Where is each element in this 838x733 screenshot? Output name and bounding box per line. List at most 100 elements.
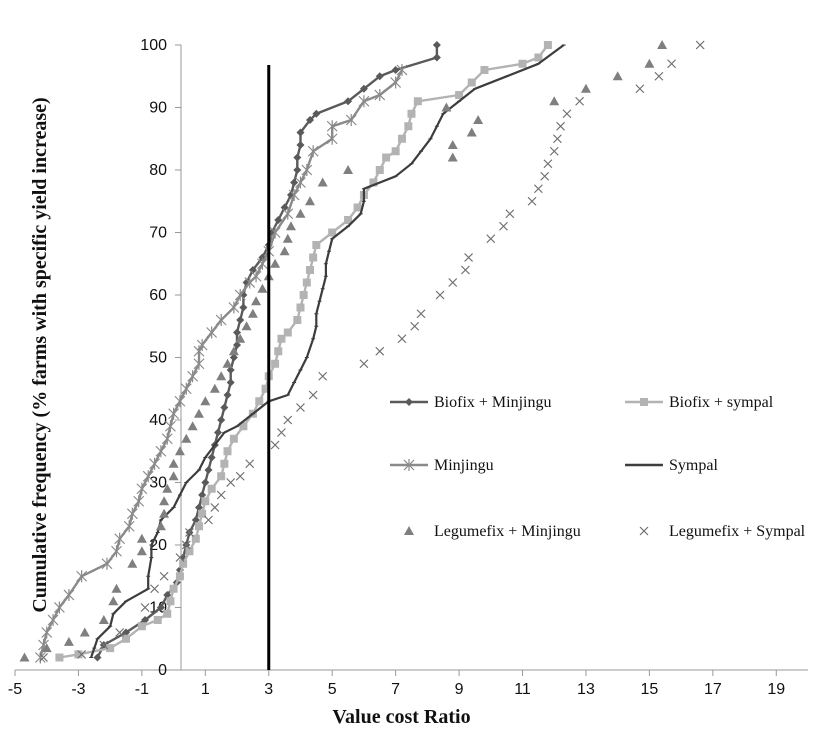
x-tick-label: 13	[577, 681, 595, 698]
legend-label: Minjingu	[434, 457, 494, 474]
data-point	[181, 540, 191, 550]
data-point	[185, 528, 194, 537]
data-point	[397, 134, 406, 143]
y-tick-label: 30	[149, 475, 167, 492]
data-point	[416, 309, 426, 319]
data-point	[198, 509, 207, 518]
data-point	[290, 178, 299, 187]
data-point	[448, 278, 458, 287]
data-point	[216, 490, 226, 500]
data-point	[667, 59, 677, 69]
data-point	[305, 116, 314, 124]
data-point	[533, 184, 543, 194]
data-point	[142, 470, 154, 483]
data-point	[432, 53, 441, 62]
data-point	[447, 152, 458, 162]
data-point	[295, 208, 306, 218]
data-point	[382, 153, 391, 162]
x-tick-label: 19	[767, 681, 785, 698]
data-point	[455, 91, 464, 99]
x-tick-label: 17	[704, 681, 722, 698]
y-axis-title: Cumulative frequency (% farms with speci…	[29, 97, 51, 612]
data-point	[282, 233, 293, 243]
data-point	[279, 246, 290, 256]
data-point	[99, 640, 109, 650]
data-point	[318, 371, 328, 381]
data-point	[76, 570, 88, 583]
data-point	[175, 572, 184, 581]
data-point	[274, 347, 283, 356]
data-point	[55, 653, 64, 662]
data-point	[374, 89, 386, 101]
data-point	[140, 603, 150, 612]
data-point	[123, 520, 135, 533]
x-axis-title: Value cost Ratio	[332, 706, 470, 728]
data-point	[296, 403, 305, 412]
data-point	[174, 395, 186, 408]
data-point	[270, 258, 281, 268]
y-tick-label: 0	[158, 662, 167, 679]
data-point	[274, 216, 283, 224]
data-point	[308, 390, 318, 400]
data-point	[296, 141, 305, 149]
data-point	[207, 484, 216, 493]
data-point	[390, 76, 402, 89]
data-point	[328, 228, 337, 237]
data-point	[217, 472, 226, 481]
data-point	[233, 328, 242, 337]
data-point	[296, 303, 305, 312]
data-point	[185, 547, 194, 556]
data-point	[149, 457, 160, 470]
data-point	[53, 601, 65, 614]
data-point	[155, 445, 167, 458]
data-point	[187, 370, 199, 383]
data-point	[194, 503, 203, 512]
data-point	[293, 316, 302, 324]
series-1	[93, 41, 441, 662]
y-tick-label: 50	[149, 350, 167, 367]
data-point	[19, 652, 30, 662]
data-point	[295, 176, 306, 189]
data-point	[226, 366, 235, 374]
data-point	[375, 72, 384, 81]
legend-item: Biofix + Minjingu	[390, 394, 551, 411]
data-point	[543, 41, 552, 49]
data-point	[226, 378, 235, 387]
data-point	[277, 334, 286, 343]
data-point	[467, 78, 476, 87]
data-point	[206, 326, 218, 339]
data-point	[63, 589, 75, 601]
data-point	[63, 636, 74, 646]
x-tick-label: 1	[201, 681, 210, 698]
legend-label: Legumefix + Minjingu	[434, 523, 581, 540]
data-point	[549, 146, 559, 156]
data-point	[235, 471, 245, 481]
data-point	[375, 346, 385, 356]
data-point	[248, 266, 257, 274]
legend-item: Minjingu	[390, 457, 494, 474]
data-point	[288, 189, 300, 201]
data-point	[256, 257, 268, 270]
data-point	[635, 84, 645, 94]
data-point	[695, 40, 705, 50]
data-point	[239, 303, 248, 312]
data-point	[77, 649, 87, 659]
data-point	[214, 428, 223, 437]
data-point	[257, 283, 268, 293]
data-point	[540, 171, 550, 181]
data-point	[261, 384, 270, 393]
y-tick-label: 80	[149, 162, 167, 179]
data-point	[353, 203, 362, 212]
data-point	[136, 482, 148, 495]
data-point	[293, 166, 302, 174]
data-point	[344, 216, 353, 224]
data-point	[155, 521, 166, 531]
data-point	[410, 321, 420, 331]
y-tick-label: 90	[149, 100, 167, 117]
data-point	[277, 428, 286, 437]
data-point	[220, 459, 229, 468]
data-point	[359, 84, 368, 93]
data-point	[236, 316, 245, 324]
data-point	[296, 128, 305, 137]
